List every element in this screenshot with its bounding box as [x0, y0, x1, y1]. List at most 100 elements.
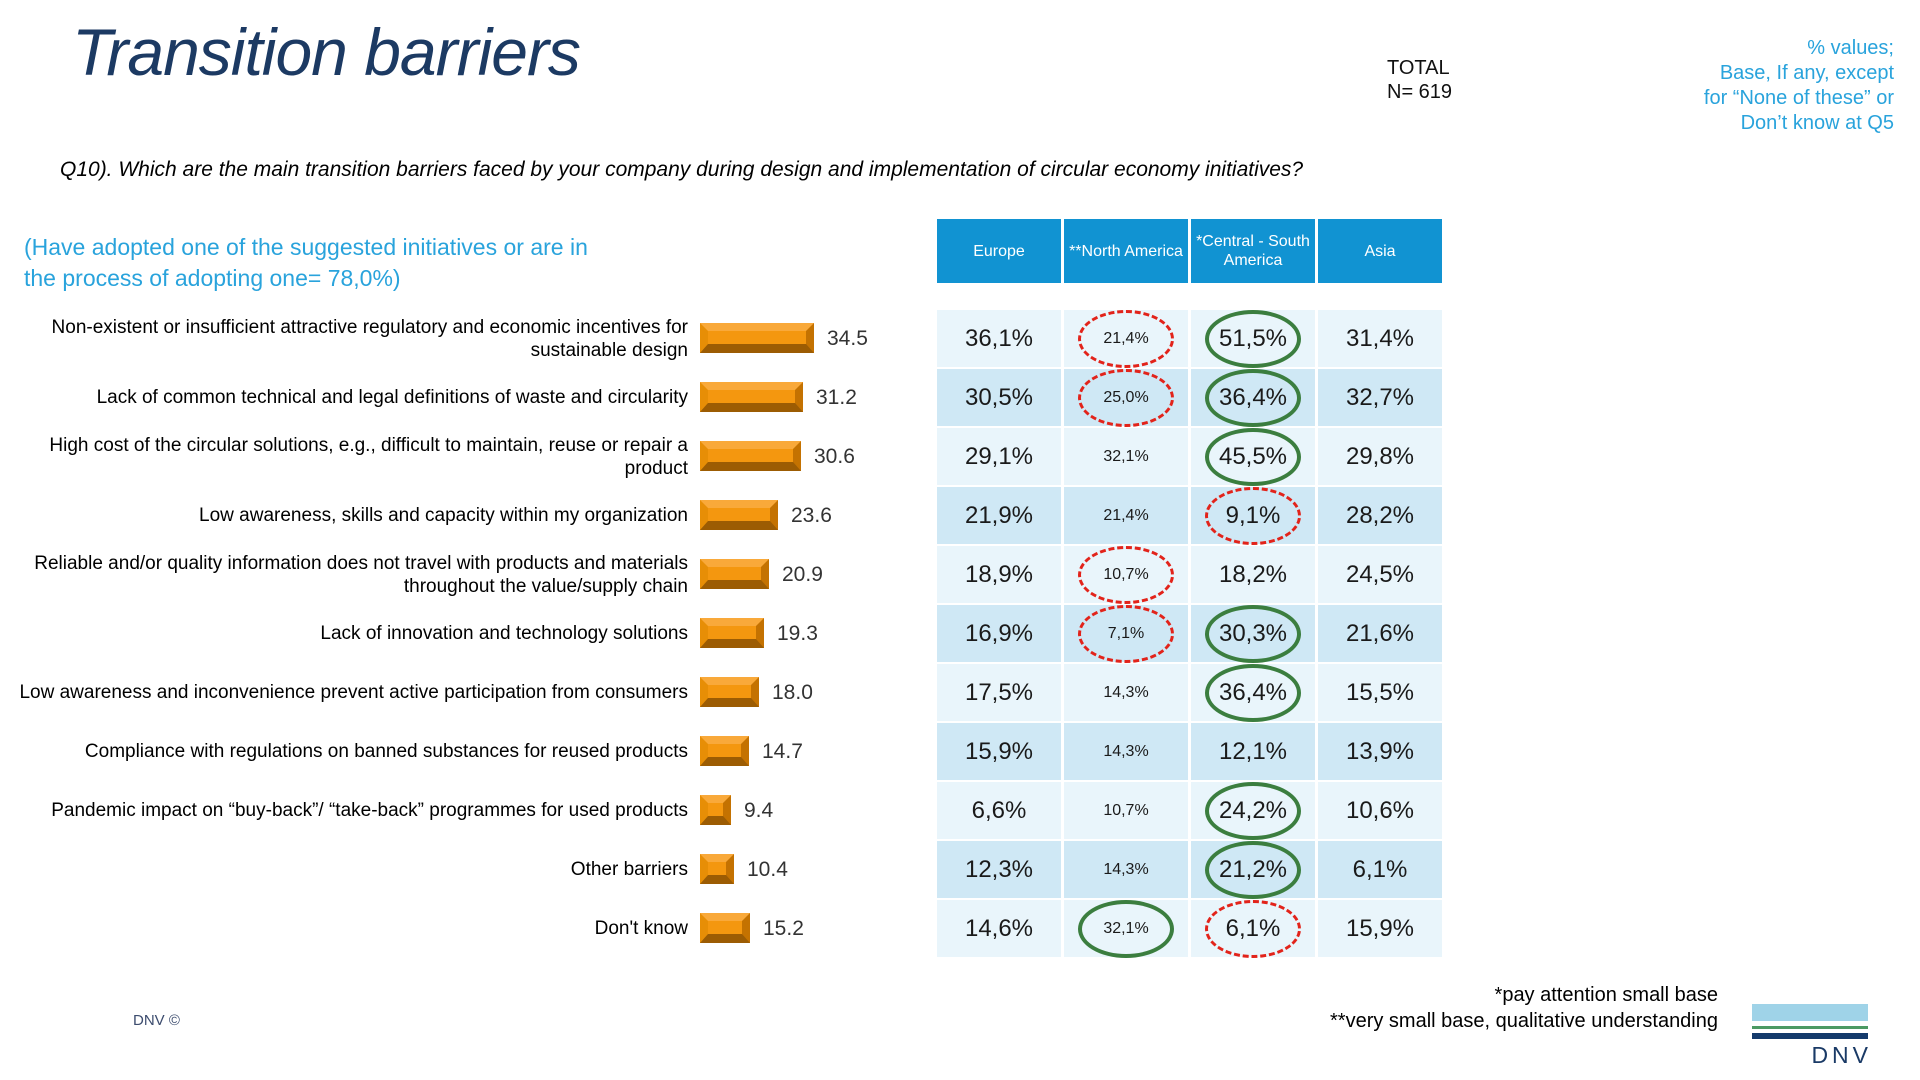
table-cell: 6,6% — [937, 782, 1061, 839]
cell-value: 21,6% — [1345, 619, 1415, 647]
cell-value: 24,5% — [1345, 560, 1415, 588]
cell-value: 28,2% — [1345, 501, 1415, 529]
logo-bar-navy-icon — [1752, 1033, 1868, 1039]
cell-value: 29,1% — [964, 442, 1034, 470]
table-header: Europe **North America *Central - South Am… — [937, 219, 1442, 283]
table-cell: 30,5% — [937, 369, 1061, 426]
bar-value-label: 18.0 — [772, 680, 813, 704]
cell-value: 15,9% — [964, 737, 1034, 765]
row-3: Low awareness, skills and capacity withi… — [0, 486, 1920, 545]
table-cell: 14,3% — [1064, 723, 1188, 780]
table-cell: 36,1% — [937, 310, 1061, 367]
table-cell: 24,2% — [1191, 781, 1315, 840]
cell-value: 45,5% — [1218, 442, 1288, 470]
table-cell: 10,7% — [1064, 782, 1188, 839]
cell-value: 36,4% — [1218, 383, 1288, 411]
adoption-subtitle: (Have adopted one of the suggested initi… — [24, 234, 588, 291]
logo-text: DNV — [1811, 1042, 1872, 1068]
table-cell: 6,1% — [1191, 899, 1315, 958]
bar-value-label: 23.6 — [791, 503, 832, 527]
cell-value: 17,5% — [964, 678, 1034, 706]
cell-value: 51,5% — [1218, 324, 1288, 352]
cell-value: 14,6% — [964, 914, 1034, 942]
table-cell: 12,3% — [937, 841, 1061, 898]
category-label: Low awareness, skills and capacity withi… — [199, 505, 688, 526]
table-cell: 14,6% — [937, 900, 1061, 957]
cell-value: 30,5% — [964, 383, 1034, 411]
cell-value: 6,1% — [1352, 855, 1408, 883]
table-cell: 16,9% — [937, 605, 1061, 662]
bar — [700, 559, 769, 589]
cell-value: 10,6% — [1345, 796, 1415, 824]
bar — [700, 618, 764, 648]
logo-bar-green-icon — [1752, 1026, 1868, 1029]
total-base-label: TOTAL N= 619 — [1387, 57, 1453, 103]
cell-value: 21,9% — [964, 501, 1034, 529]
cell-value: 13,9% — [1345, 737, 1415, 765]
bar — [700, 854, 734, 884]
row-4: Reliable and/or quality information does… — [0, 545, 1920, 604]
bar — [700, 500, 778, 530]
column-header-0: Europe — [937, 219, 1061, 283]
table-cell: 15,5% — [1318, 664, 1442, 721]
table-cell: 21,2% — [1191, 840, 1315, 899]
bar — [700, 323, 814, 353]
question-text: Q10). Which are the main transition barr… — [60, 158, 1304, 181]
table-cell: 29,1% — [937, 428, 1061, 485]
table-cell: 32,7% — [1318, 369, 1442, 426]
cell-value: 21,4% — [1103, 329, 1149, 347]
row-10: Don't know 15.2 14,6% 32,1% 6,1% 15,9% — [0, 899, 1920, 958]
cell-value: 29,8% — [1345, 442, 1415, 470]
cell-value: 7,1% — [1107, 624, 1145, 642]
table-cell: 32,1% — [1064, 428, 1188, 485]
row-9: Other barriers 10.4 12,3% 14,3% 21,2% 6,1% — [0, 840, 1920, 899]
table-cell: 30,3% — [1191, 604, 1315, 663]
table-cell: 21,4% — [1064, 487, 1188, 544]
table-cell: 36,4% — [1191, 368, 1315, 427]
table-cell: 14,3% — [1064, 841, 1188, 898]
cell-value: 30,3% — [1218, 619, 1288, 647]
table-cell: 32,1% — [1064, 899, 1188, 958]
bar — [700, 441, 801, 471]
cell-value: 15,9% — [1345, 914, 1415, 942]
cell-value: 6,6% — [971, 796, 1027, 824]
category-label: Don't know — [594, 918, 688, 939]
category-label: Lack of common technical and legal defin… — [96, 387, 688, 408]
table-cell: 13,9% — [1318, 723, 1442, 780]
bar — [700, 677, 759, 707]
cell-value: 12,3% — [964, 855, 1034, 883]
table-cell: 51,5% — [1191, 309, 1315, 368]
bar-value-label: 34.5 — [827, 326, 868, 350]
cell-value: 32,1% — [1103, 919, 1149, 937]
column-header-1: **North America — [1064, 219, 1188, 283]
cell-value: 36,1% — [964, 324, 1034, 352]
table-cell: 15,9% — [1318, 900, 1442, 957]
row-7: Compliance with regulations on banned su… — [0, 723, 1920, 780]
category-label: Other barriers — [570, 859, 688, 880]
row-6: Low awareness and inconvenience prevent … — [0, 663, 1920, 722]
cell-value: 15,5% — [1345, 678, 1415, 706]
category-label: Reliable and/or quality information does… — [34, 552, 688, 597]
bar-value-label: 10.4 — [747, 857, 788, 881]
footnotes: *pay attention small base **very small b… — [1330, 984, 1718, 1032]
table-cell: 31,4% — [1318, 310, 1442, 367]
values-base-note: % values; Base, If any, except for “None… — [1703, 37, 1894, 134]
bar-value-label: 31.2 — [816, 385, 857, 409]
category-label: Lack of innovation and technology soluti… — [320, 623, 688, 644]
table-cell: 21,6% — [1318, 605, 1442, 662]
table-cell: 7,1% — [1064, 604, 1188, 663]
category-label: Non-existent or insufficient attractive … — [51, 316, 688, 361]
bar — [700, 736, 749, 766]
cell-value: 14,3% — [1103, 860, 1149, 878]
bar-value-label: 15.2 — [763, 916, 804, 940]
bar-value-label: 19.3 — [777, 621, 818, 645]
page-title: Transition barriers — [72, 15, 581, 89]
table-cell: 17,5% — [937, 664, 1061, 721]
table-cell: 15,9% — [937, 723, 1061, 780]
cell-value: 10,7% — [1103, 801, 1149, 819]
category-label: High cost of the circular solutions, e.g… — [49, 434, 688, 479]
bar-value-label: 30.6 — [814, 444, 855, 468]
cell-value: 14,3% — [1103, 683, 1149, 701]
cell-value: 16,9% — [964, 619, 1034, 647]
table-cell: 45,5% — [1191, 427, 1315, 486]
